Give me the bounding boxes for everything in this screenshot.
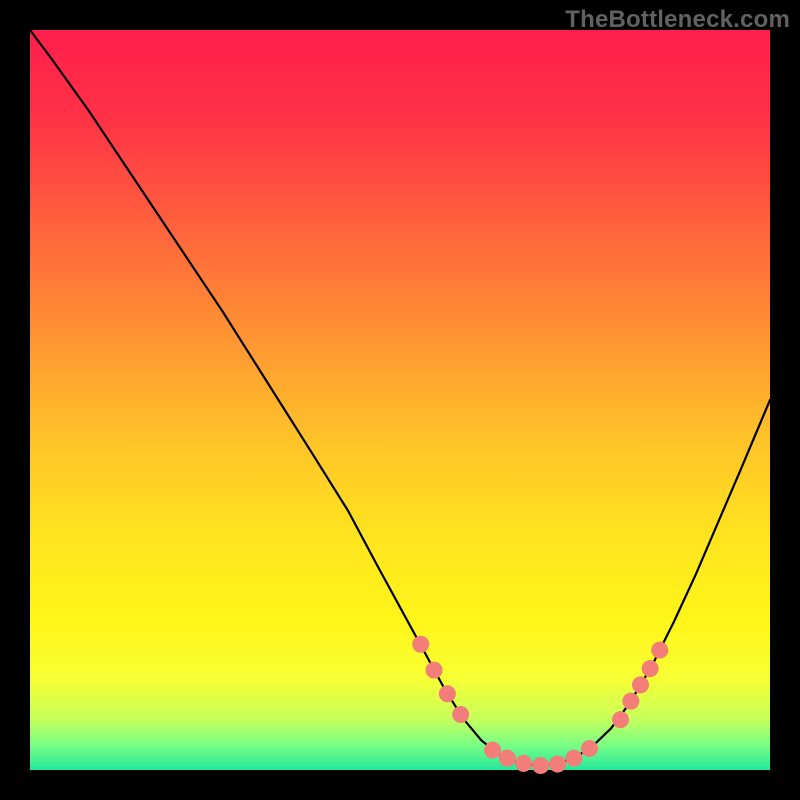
data-marker xyxy=(565,750,582,767)
data-marker xyxy=(439,685,456,702)
data-marker xyxy=(452,706,469,723)
data-marker xyxy=(549,756,566,773)
chart-svg xyxy=(0,0,800,800)
data-marker xyxy=(581,740,598,757)
chart-stage: TheBottleneck.com xyxy=(0,0,800,800)
data-marker xyxy=(632,676,649,693)
data-marker xyxy=(651,642,668,659)
data-marker xyxy=(426,662,443,679)
watermark-text: TheBottleneck.com xyxy=(565,6,790,34)
data-marker xyxy=(642,660,659,677)
data-marker xyxy=(484,742,501,759)
plot-background xyxy=(30,30,770,770)
data-marker xyxy=(622,693,639,710)
data-marker xyxy=(412,636,429,653)
data-marker xyxy=(499,750,516,767)
data-marker xyxy=(515,755,532,772)
data-marker xyxy=(612,711,629,728)
data-marker xyxy=(532,757,549,774)
